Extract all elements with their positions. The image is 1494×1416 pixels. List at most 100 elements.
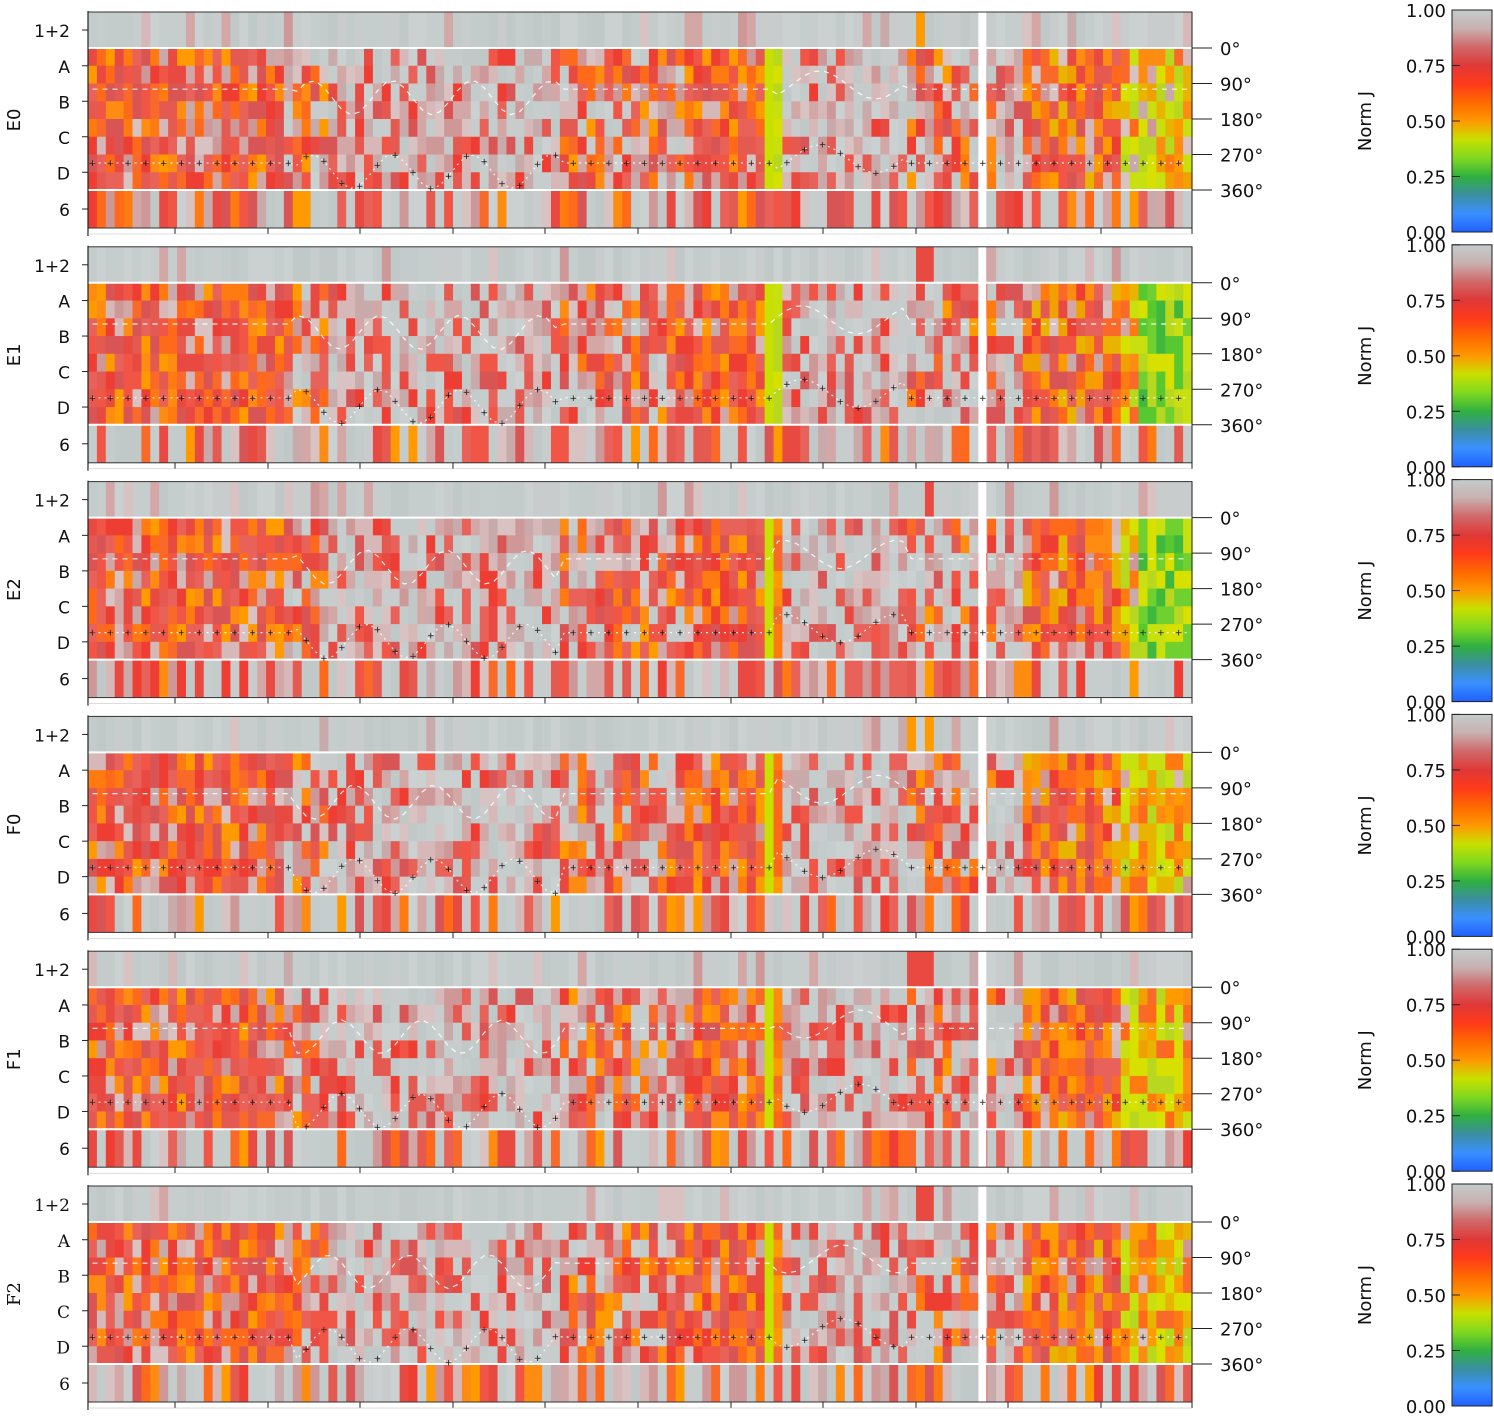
cell-E1-mid-36-1 xyxy=(408,300,419,319)
cell-E0-bottom-58 xyxy=(604,190,614,228)
cell-F0-mid-41-4 xyxy=(453,823,463,842)
cell-F0-mid-56-7 xyxy=(586,876,597,895)
cell-E2-mid-33-3 xyxy=(381,570,392,590)
cell-E2-mid-17-1 xyxy=(239,535,249,554)
curve-lower-E2-mark-74: + xyxy=(748,629,756,639)
cell-E1-mid-80-0 xyxy=(800,282,810,302)
cell-E2-mid-92-7 xyxy=(907,641,917,661)
cell-F0-mid-22-0 xyxy=(283,752,294,771)
cell-F0-mid-82-3 xyxy=(818,805,828,824)
curve-lower-E2-mark-84: + xyxy=(837,639,845,649)
cell-E0-mid-58-4 xyxy=(604,119,614,138)
cell-E0-mid-117-3 xyxy=(1129,101,1140,120)
cell-E0-mid-110-5 xyxy=(1067,136,1077,156)
cell-E0-mid-27-7 xyxy=(328,172,338,191)
cell-E2-mid-25-5 xyxy=(310,606,321,625)
cell-E1-mid-23-4 xyxy=(292,353,303,373)
cell-F0-mid-48-1 xyxy=(515,770,525,789)
cell-E2-mid-72-1 xyxy=(729,535,739,554)
cell-F0-mid-42-0 xyxy=(461,752,472,771)
cell-E1-mid-3-7 xyxy=(114,407,125,426)
curve-lower-E0-mark-62: + xyxy=(641,159,649,169)
cell-E1-mid-108-3 xyxy=(1049,336,1060,355)
cell-E0-mid-62-4 xyxy=(640,119,650,138)
cell-E2-mid-84-4 xyxy=(835,588,846,607)
cell-E2-mid-116-6 xyxy=(1120,624,1131,643)
cell-E1-mid-106-5 xyxy=(1031,371,1042,390)
cell-F0-mid-81-7 xyxy=(809,876,819,895)
cell-E1-mid-11-6 xyxy=(185,389,196,408)
cell-E1-mid-93-1 xyxy=(916,300,926,319)
cell-E1-mid-49-4 xyxy=(524,353,534,373)
cell-E2-mid-103-7 xyxy=(1005,641,1015,661)
cell-F0-mid-84-4 xyxy=(835,823,846,842)
cell-F0-mid-72-7 xyxy=(729,876,739,895)
cell-E0-top-44 xyxy=(479,12,490,48)
cell-E1-top-74 xyxy=(746,246,757,283)
cell-E0-mid-43-3 xyxy=(470,101,481,120)
cell-F0-mid-11-5 xyxy=(185,841,196,860)
cell-F0-mid-29-6 xyxy=(346,858,356,878)
cell-E2-mid-97-2 xyxy=(951,553,962,572)
cell-E0-top-33 xyxy=(381,12,392,48)
cell-E2-mid-73-3 xyxy=(737,570,748,590)
cell-E1-mid-45-5 xyxy=(488,371,499,390)
cell-F0-top-86 xyxy=(853,716,864,753)
curve-lower-E2-mark-102: + xyxy=(997,629,1005,639)
cell-E0-mid-13-5 xyxy=(203,136,214,156)
cell-F0-mid-18-6 xyxy=(248,858,258,878)
cell-E0-top-0 xyxy=(88,12,98,48)
cell-F0-mid-25-7 xyxy=(310,876,321,895)
cell-F0-mid-49-4 xyxy=(524,823,534,842)
cell-F0-bottom-11 xyxy=(185,894,196,933)
cell-F0-mid-20-7 xyxy=(266,876,276,895)
cell-E2-mid-51-7 xyxy=(542,641,552,661)
cell-E0-bottom-32 xyxy=(372,190,383,228)
cell-E2-mid-105-5 xyxy=(1022,606,1033,625)
cell-E0-mid-44-4 xyxy=(479,119,490,138)
cell-E0-mid-94-7 xyxy=(924,172,935,191)
cell-E0-mid-36-1 xyxy=(408,65,419,85)
cell-F0-mid-62-1 xyxy=(640,770,650,789)
cell-F0-mid-71-2 xyxy=(720,787,730,807)
cell-E1-mid-89-1 xyxy=(880,300,890,319)
cell-E2-mid-49-6 xyxy=(524,624,534,643)
cell-E0-mid-70-3 xyxy=(711,101,721,120)
cell-E1-mid-101-6 xyxy=(987,389,997,408)
curve-lower-E0-mark-96: + xyxy=(943,159,951,169)
cell-E0-mid-47-6 xyxy=(506,154,516,173)
cell-E1-mid-79-0 xyxy=(791,282,801,302)
cell-E0-mid-29-7 xyxy=(346,172,356,191)
cell-E0-mid-73-1 xyxy=(737,65,748,85)
cell-E0-mid-95-6 xyxy=(933,154,944,173)
cell-E1-mid-17-5 xyxy=(239,371,249,390)
cell-E0-mid-24-3 xyxy=(301,101,312,120)
cell-F0-mid-94-4 xyxy=(924,823,935,842)
cell-E1-mid-99-6 xyxy=(969,389,979,408)
cell-E0-mid-33-7 xyxy=(381,172,392,191)
cell-E2-mid-119-6 xyxy=(1147,624,1157,643)
cell-E0-mid-90-6 xyxy=(889,154,899,173)
curve-lower-E1-mark-100: + xyxy=(979,394,987,404)
cell-E1-mid-34-1 xyxy=(390,300,401,319)
cell-E1-mid-75-4 xyxy=(755,353,766,373)
curve-lower-E2-mark-66: + xyxy=(676,629,684,639)
cell-E1-mid-13-3 xyxy=(203,336,214,355)
cell-E0-mid-57-2 xyxy=(595,83,605,102)
cell-E1-bottom-16 xyxy=(230,424,240,463)
cell-E1-mid-54-1 xyxy=(568,300,579,319)
cell-F0-mid-17-3 xyxy=(239,805,249,824)
cell-F0-mid-72-4 xyxy=(729,823,739,842)
cell-E0-mid-109-6 xyxy=(1058,154,1068,173)
cell-E0-mid-53-7 xyxy=(559,172,570,191)
cell-F0-mid-48-3 xyxy=(515,805,525,824)
cell-E1-bottom-63 xyxy=(648,424,659,463)
cell-E2-mid-12-1 xyxy=(194,535,205,554)
cell-E0-mid-97-3 xyxy=(951,101,962,120)
cell-E2-mid-98-2 xyxy=(960,553,971,572)
cell-E2-bottom-25 xyxy=(310,659,321,698)
cell-E1-bottom-32 xyxy=(372,424,383,463)
cell-E0-mid-27-2 xyxy=(328,83,338,102)
cell-F0-mid-15-1 xyxy=(221,770,232,789)
cell-F0-mid-90-3 xyxy=(889,805,899,824)
